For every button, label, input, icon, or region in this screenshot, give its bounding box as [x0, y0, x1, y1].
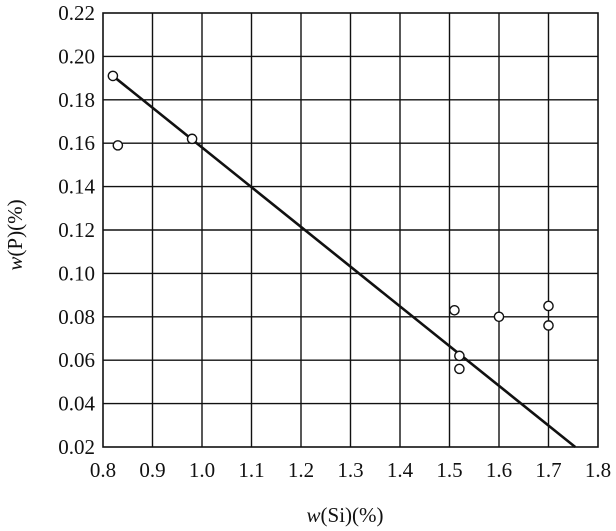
data-point	[493, 311, 505, 323]
y-tick-label: 0.14	[58, 175, 95, 199]
y-tick-label: 0.18	[58, 88, 95, 112]
x-axis-label: w(Si)(%)	[307, 503, 384, 527]
y-tick-label: 0.10	[58, 261, 95, 285]
x-tick-label: 1.4	[387, 458, 414, 482]
data-point	[543, 300, 554, 312]
x-tick-label: 1.7	[535, 458, 561, 482]
plot-frame	[102, 12, 599, 448]
y-axis-label: w(P)(%)	[3, 199, 27, 270]
x-tick-label: 1.8	[585, 458, 611, 482]
x-tick-label: 0.9	[139, 458, 165, 482]
data-point	[112, 140, 124, 151]
x-tick-label: 1.6	[486, 458, 512, 482]
data-point	[543, 320, 554, 331]
y-tick-label: 0.08	[58, 305, 95, 329]
data-point	[454, 350, 465, 362]
trend-line	[112, 74, 577, 449]
x-tick-labels: 0.8 0.9 1.0 1.1 1.2 1.3 1.4 1.5 1.6 1.7 1.8	[90, 458, 611, 482]
x-tick-label: 1.2	[288, 458, 314, 482]
y-tick-label: 0.06	[58, 348, 95, 372]
y-tick-label: 0.04	[58, 392, 95, 416]
y-tick-label: 0.16	[58, 131, 95, 155]
y-tick-label: 0.02	[58, 435, 95, 459]
data-points	[107, 70, 554, 375]
y-tick-labels: 0.02 0.04 0.06 0.08 0.10 0.12 0.14 0.16 0.18 0.20…	[58, 1, 95, 459]
y-tick-label: 0.20	[58, 44, 95, 68]
x-tick-label: 0.8	[90, 458, 116, 482]
y-tick-label: 0.22	[58, 1, 95, 25]
data-point	[454, 363, 465, 375]
data-point	[107, 70, 119, 82]
x-tick-label: 1.3	[337, 458, 363, 482]
x-tick-label: 1.1	[238, 458, 264, 482]
x-tick-label: 1.0	[189, 458, 215, 482]
data-point	[186, 133, 198, 145]
x-tick-label: 1.5	[436, 458, 462, 482]
y-tick-label: 0.12	[58, 218, 95, 242]
data-point	[449, 304, 460, 316]
grid-lines	[103, 13, 598, 447]
